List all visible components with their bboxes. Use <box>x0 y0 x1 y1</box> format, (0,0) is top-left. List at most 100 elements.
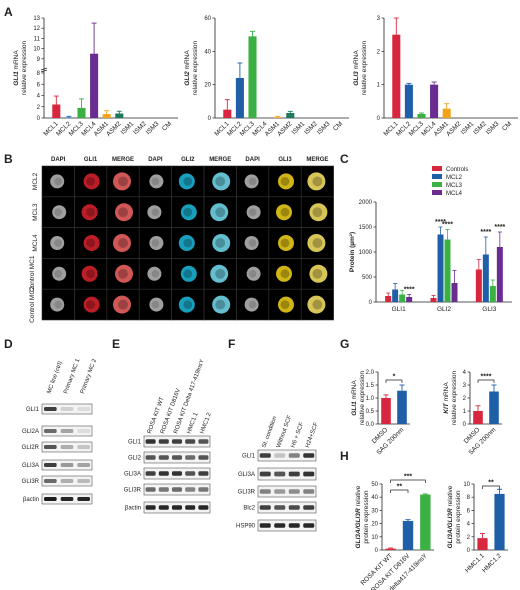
cell-stain <box>83 296 100 313</box>
blot-band <box>185 487 196 492</box>
significance-marker: **** <box>435 219 446 226</box>
cell-nucleus-shade <box>118 299 128 310</box>
category-label: ISM2 <box>303 120 319 136</box>
blot-band <box>171 505 183 510</box>
y-tick-label: 0 <box>208 116 212 122</box>
cell-stain <box>50 297 65 312</box>
blot-band <box>274 523 286 528</box>
y-tick-label: 0 <box>37 116 41 122</box>
band-label: GLI2R <box>22 445 40 451</box>
bar <box>496 247 503 302</box>
cell-stain <box>246 205 261 220</box>
lane-label: HMC1.1 <box>186 411 199 434</box>
cell-stain <box>178 235 195 251</box>
category-label: GLI3 <box>482 306 496 313</box>
y-tick-label: 6 <box>37 82 41 88</box>
band-label: Blc2 <box>243 506 255 512</box>
y-tick-label: 40 <box>204 49 211 55</box>
y-axis-gene: GLI1 <box>351 401 358 416</box>
legend-swatch <box>432 166 442 171</box>
category-label: ISM2 <box>132 120 148 136</box>
cell-stain <box>180 204 197 221</box>
panel-label-h: H <box>340 449 349 463</box>
legend-label: MCL4 <box>446 191 463 197</box>
y-tick-label: 10 <box>33 47 40 53</box>
significance-bracket <box>477 379 495 383</box>
cell-nucleus-shade <box>215 238 226 248</box>
cell-nucleus-shade <box>151 177 160 186</box>
category-label: ISM2 <box>472 120 488 136</box>
category-label: ASM2 <box>276 120 294 138</box>
cell-nucleus-shade <box>183 207 193 217</box>
panel-label-a: A <box>4 5 13 19</box>
axis-break-mark <box>40 67 48 71</box>
blot-band <box>158 455 169 460</box>
cell-stain <box>52 205 67 220</box>
bar <box>444 239 451 302</box>
y-tick-label: 4 <box>37 94 41 100</box>
cell-nucleus-shade <box>312 176 323 187</box>
y-tick-label: 12 <box>33 26 40 32</box>
cell-stain <box>309 264 328 283</box>
blot-band <box>44 479 57 483</box>
blot-band <box>60 407 74 411</box>
category-label: ISM3 <box>485 120 501 136</box>
y-tick-label: 11 <box>34 36 41 42</box>
cell-stain <box>309 203 328 222</box>
y-tick-label: 60 <box>204 16 211 22</box>
bar <box>494 493 505 550</box>
image-cell <box>300 288 334 321</box>
bar <box>473 411 483 424</box>
y-tick-label: 2 <box>467 535 471 541</box>
bar <box>397 390 407 424</box>
cell-nucleus-shade <box>54 177 63 186</box>
y-tick-label: 2.0 <box>366 370 375 376</box>
blot-membrane <box>257 467 317 481</box>
cell-nucleus-shade <box>151 208 160 217</box>
blot-band <box>198 455 209 460</box>
y-axis-label-line2: relative expression <box>192 41 199 96</box>
legend-swatch <box>432 174 442 179</box>
cell-nucleus-shade <box>248 269 257 278</box>
cell-stain <box>278 173 294 190</box>
y-tick-label: 0.0 <box>366 422 375 428</box>
cell-nucleus-shade <box>118 238 128 248</box>
y-tick-label: 6 <box>467 508 471 514</box>
blot-band <box>198 439 209 444</box>
y-tick-label: 1 <box>377 83 381 89</box>
bar <box>442 108 451 118</box>
cell-stain <box>278 296 294 313</box>
bar <box>102 114 111 118</box>
blot-band <box>303 471 315 477</box>
panel-label-c: C <box>340 152 349 166</box>
blot-band <box>303 505 315 510</box>
band-label: GLI1 <box>26 407 40 413</box>
cell-nucleus-shade <box>312 268 323 279</box>
blot-membrane <box>41 425 93 437</box>
cell-nucleus-shade <box>118 207 128 218</box>
blot-band <box>77 429 90 433</box>
panel-label-d: D <box>4 337 13 351</box>
blot-band <box>44 497 57 501</box>
bar <box>52 104 61 118</box>
lane-label: H6 + SCF <box>290 421 305 448</box>
significance-marker: *** <box>404 474 412 481</box>
column-header: MERGE <box>306 157 328 163</box>
blot-band <box>288 489 300 494</box>
y-tick-label: 500 <box>362 275 373 281</box>
blot-band <box>60 497 74 501</box>
cell-nucleus-shade <box>248 239 257 247</box>
blot-band <box>198 505 209 510</box>
cell-stain <box>147 266 162 281</box>
blot-band <box>158 471 169 476</box>
bar <box>248 36 257 119</box>
bar <box>489 391 499 424</box>
cell-stain <box>149 297 164 312</box>
y-tick-label: 2 <box>377 49 381 55</box>
cell-stain <box>246 266 261 281</box>
cell-nucleus-shade <box>215 268 226 279</box>
cell-stain <box>307 295 326 314</box>
blot-band <box>158 487 169 492</box>
cell-stain <box>147 205 162 220</box>
significance-marker: * <box>393 374 396 381</box>
